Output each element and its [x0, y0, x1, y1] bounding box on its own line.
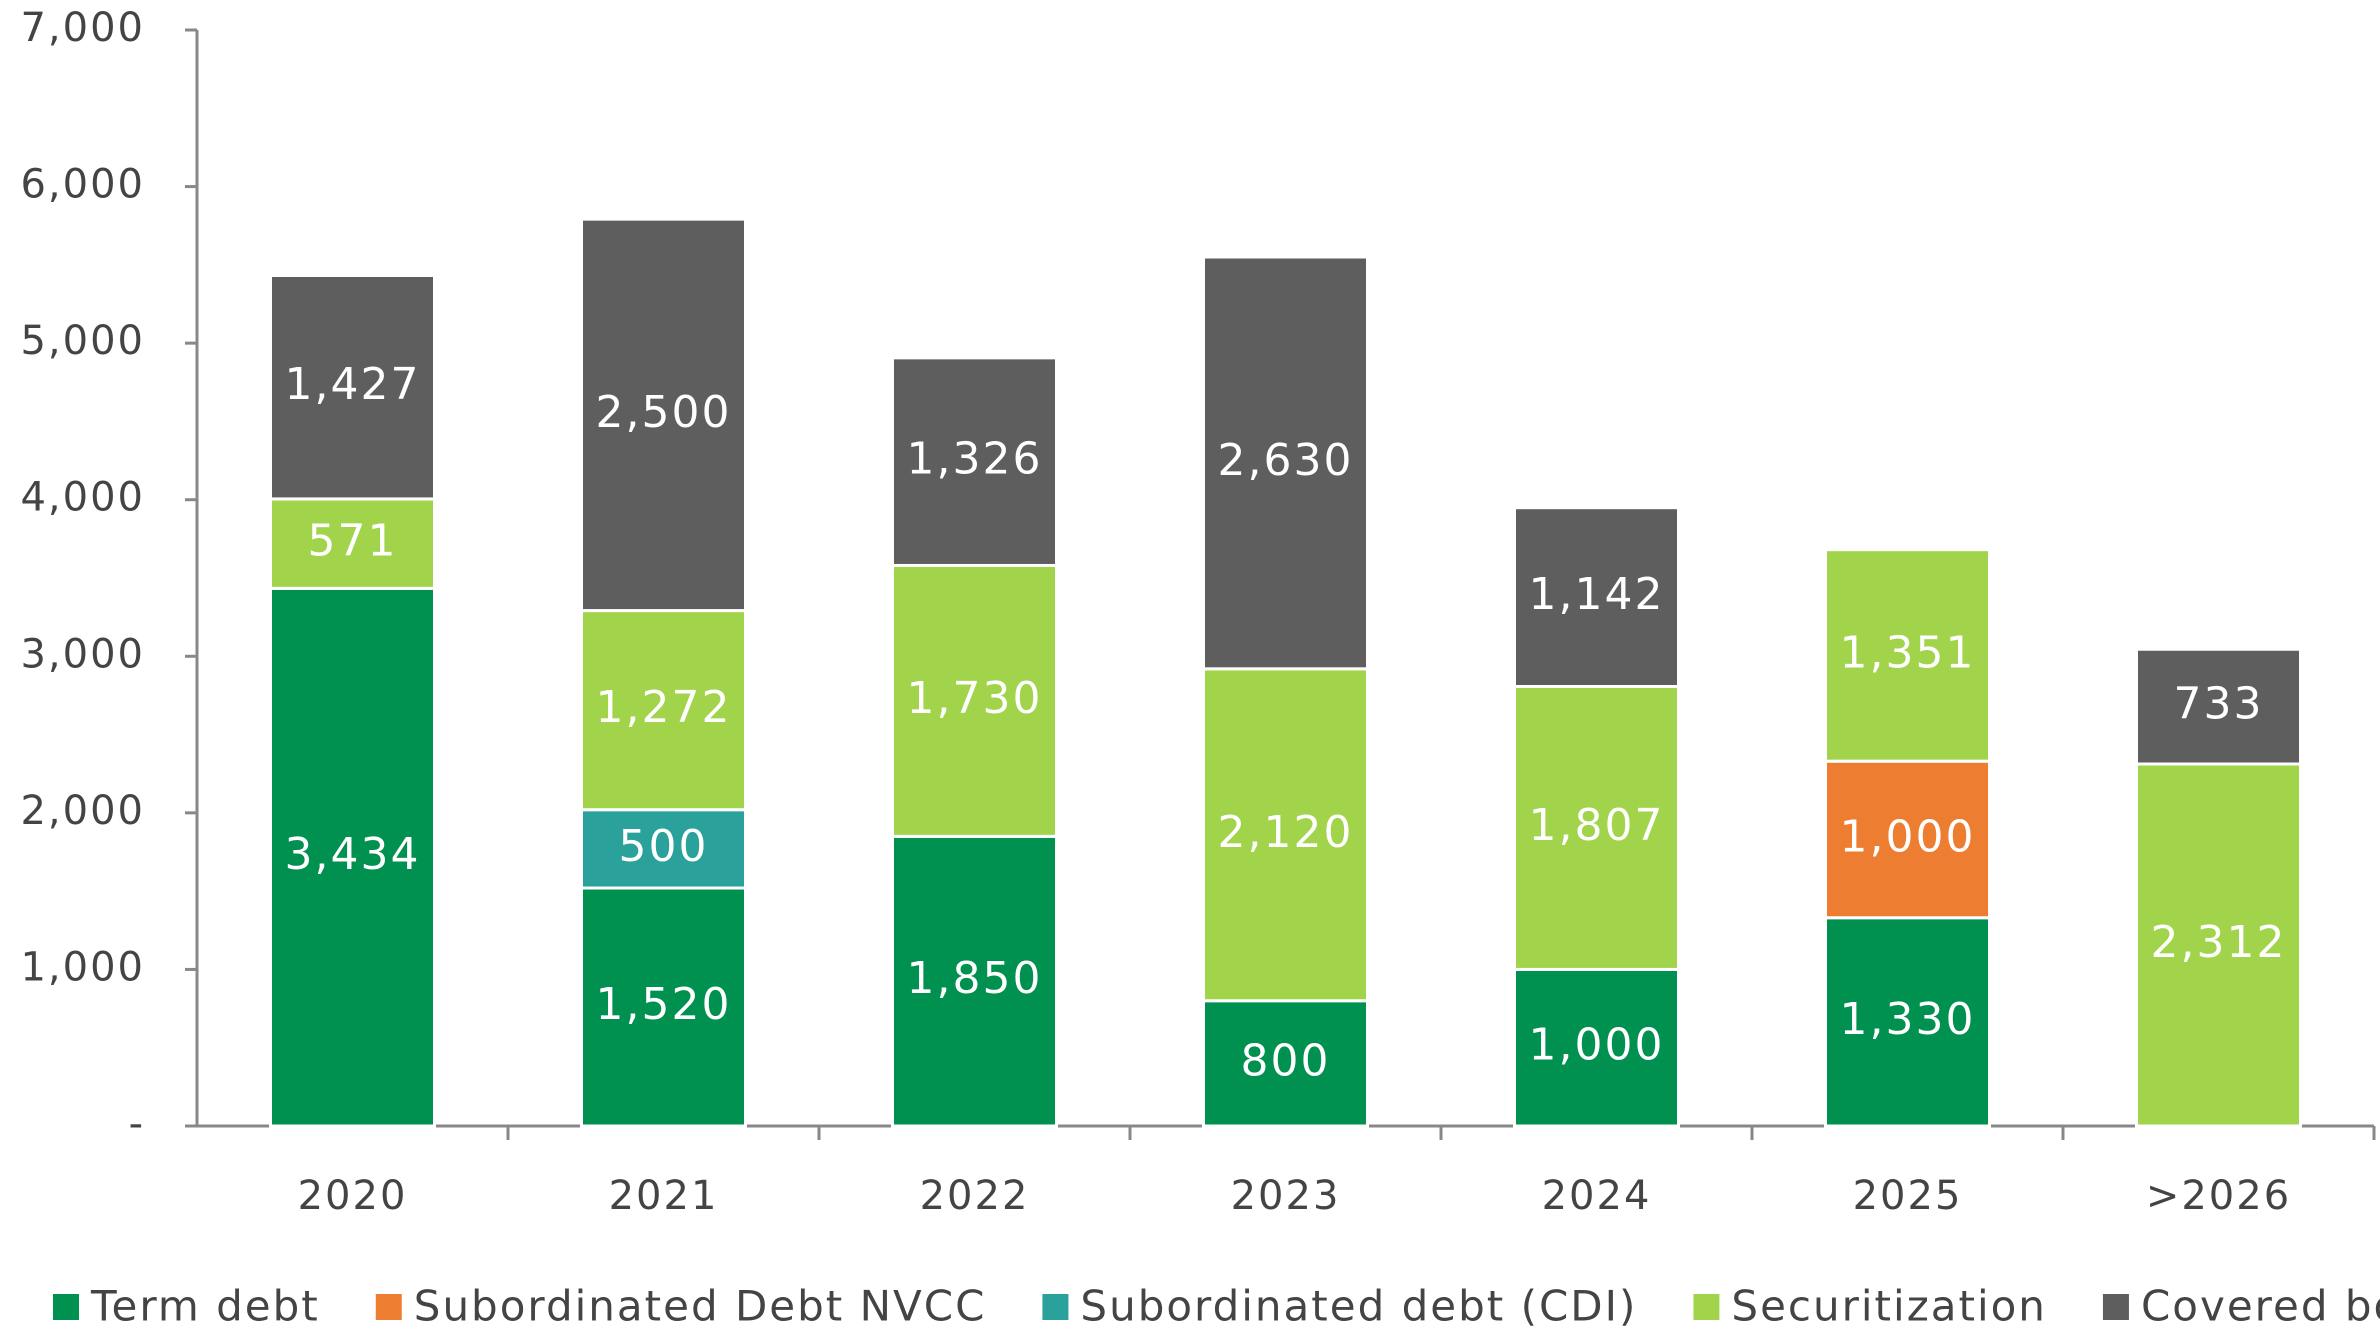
legend-label: Covered bonds: [2141, 1282, 2380, 1331]
data-label: 500: [619, 821, 709, 872]
data-label: 1,272: [596, 682, 732, 733]
data-label: 2,500: [596, 387, 732, 438]
bar-segment: [891, 356, 1058, 567]
legend-swatch: [2102, 1294, 2129, 1320]
data-label: 1,000: [1840, 811, 1976, 862]
y-tick-label: 2,000: [20, 788, 145, 834]
y-tick-label: 4,000: [20, 475, 145, 521]
bar-segment: [269, 497, 436, 590]
data-label: 1,351: [1840, 627, 1976, 678]
bar-segment: [891, 563, 1058, 838]
y-tick-label: 5,000: [20, 318, 145, 364]
bar-segment: [1513, 506, 1680, 689]
x-tick-label: 2022: [920, 1173, 1030, 1219]
y-tick-label: 1,000: [20, 944, 145, 990]
data-label: 1,427: [285, 359, 421, 410]
y-tick-label: 6,000: [20, 162, 145, 208]
x-tick-label: 2024: [1542, 1173, 1652, 1219]
legend-label: Subordinated Debt NVCC: [414, 1282, 987, 1331]
bar-segment: [1202, 667, 1369, 1003]
data-label: 2,312: [2151, 917, 2287, 968]
data-label: 1,730: [907, 673, 1043, 724]
bar-segment: [1824, 548, 1991, 763]
x-tick-label: 2023: [1231, 1173, 1341, 1219]
data-label: 1,520: [596, 979, 732, 1030]
legend-swatch: [375, 1294, 402, 1320]
bar-segment: [580, 609, 747, 812]
bar-segment: [2135, 647, 2302, 766]
legend-swatch: [53, 1294, 79, 1320]
data-label: 800: [1241, 1035, 1331, 1086]
bar-segment: [1202, 999, 1369, 1128]
bar-segment: [269, 586, 436, 1128]
bar-segment: [1513, 685, 1680, 971]
y-tick-label: -: [129, 1101, 145, 1147]
legend-swatch: [1042, 1294, 1069, 1320]
data-label: 2,120: [1218, 807, 1354, 858]
x-tick-label: >2026: [2146, 1173, 2291, 1219]
x-tick-label: 2025: [1853, 1173, 1963, 1219]
data-label: 571: [308, 516, 398, 567]
bar-segment: [269, 274, 436, 501]
data-label: 1,807: [1529, 800, 1665, 851]
bar-segment: [580, 808, 747, 890]
data-label: 1,330: [1840, 994, 1976, 1045]
legend-swatch: [1693, 1294, 1720, 1320]
x-tick-label: 2021: [609, 1173, 719, 1219]
bar-segment: [1513, 967, 1680, 1128]
data-label: 1,142: [1529, 569, 1665, 620]
data-label: 3,434: [285, 829, 421, 880]
legend-label: Term debt: [90, 1282, 320, 1331]
bar-segment: [1202, 255, 1369, 671]
data-label: 1,326: [907, 434, 1043, 485]
legend-label: Securitization: [1731, 1282, 2047, 1331]
legend-label: Subordinated debt (CDI): [1080, 1282, 1637, 1331]
bar-segment: [891, 834, 1058, 1128]
bar-segment: [580, 217, 747, 613]
y-tick-label: 3,000: [20, 631, 145, 677]
x-tick-label: 2020: [298, 1173, 408, 1219]
data-label: 733: [2174, 679, 2264, 730]
data-label: 1,000: [1529, 1020, 1665, 1071]
data-label: 2,630: [1218, 435, 1354, 486]
bar-segment: [1824, 916, 1991, 1128]
y-tick-label: 7,000: [20, 5, 145, 51]
data-label: 1,850: [907, 953, 1043, 1004]
